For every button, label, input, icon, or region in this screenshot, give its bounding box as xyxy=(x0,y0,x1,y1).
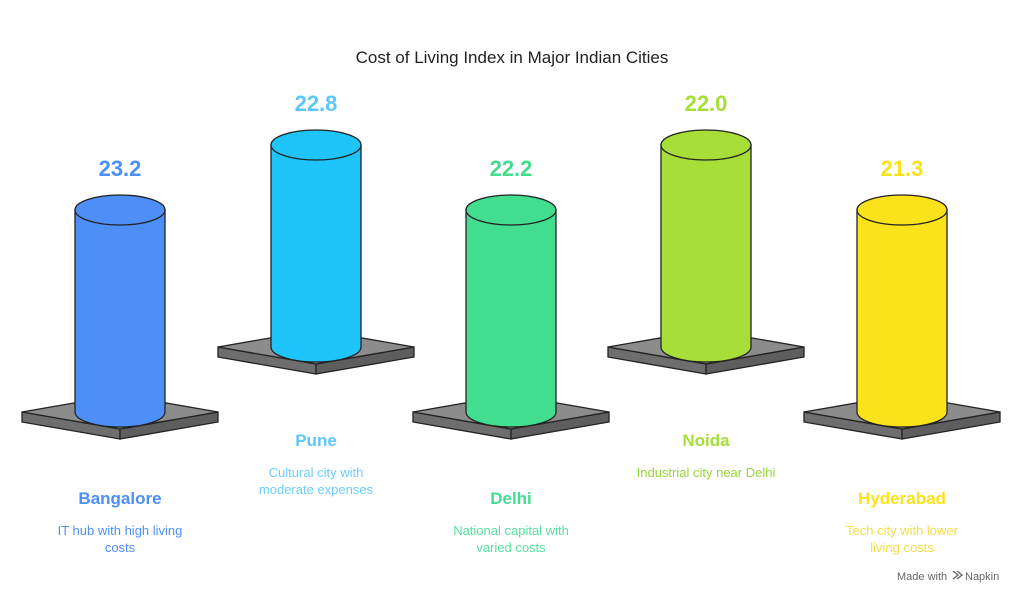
description-line: National capital with xyxy=(453,523,569,538)
value-label: 21.3 xyxy=(881,156,924,181)
cylinder-top xyxy=(856,194,948,226)
cylinder-body xyxy=(465,209,557,428)
value-label: 22.0 xyxy=(685,91,728,116)
napkin-icon xyxy=(952,570,964,580)
chart-title: Cost of Living Index in Major Indian Cit… xyxy=(356,48,669,67)
bars-layer xyxy=(21,129,1001,440)
cylinder-top xyxy=(270,129,362,161)
watermark-brand: Napkin xyxy=(965,571,999,583)
city-label: Noida xyxy=(682,431,730,450)
bar-hyderabad xyxy=(803,194,1001,440)
bar-pune xyxy=(217,129,415,375)
cylinder-body xyxy=(660,144,752,363)
description-line: varied costs xyxy=(476,540,546,555)
description-line: IT hub with high living xyxy=(58,523,183,538)
watermark: Made with Napkin xyxy=(897,570,999,583)
cylinder-body xyxy=(74,209,166,428)
watermark-text: Made with xyxy=(897,571,947,583)
description-line: Industrial city near Delhi xyxy=(637,465,776,480)
labels-layer: 23.2 Bangalore IT hub with high living cost… xyxy=(58,91,959,555)
description-line: living costs xyxy=(870,540,934,555)
bar-noida xyxy=(607,129,805,375)
city-label: Bangalore xyxy=(78,489,161,508)
cylinder-top xyxy=(465,194,557,226)
city-label: Pune xyxy=(295,431,337,450)
value-label: 22.8 xyxy=(295,91,338,116)
description-line: Tech city with lower xyxy=(846,523,959,538)
value-label: 23.2 xyxy=(99,156,142,181)
cylinder-body xyxy=(270,144,362,363)
bar-delhi xyxy=(412,194,610,440)
bar-bangalore xyxy=(21,194,219,440)
description-line: Cultural city with xyxy=(269,465,364,480)
city-label: Hyderabad xyxy=(858,489,946,508)
cylinder-top xyxy=(660,129,752,161)
cylinder-body xyxy=(856,209,948,428)
description-line: costs xyxy=(105,540,136,555)
value-label: 22.2 xyxy=(490,156,533,181)
cylinder-top xyxy=(74,194,166,226)
description-line: moderate expenses xyxy=(259,482,374,497)
city-label: Delhi xyxy=(490,489,532,508)
